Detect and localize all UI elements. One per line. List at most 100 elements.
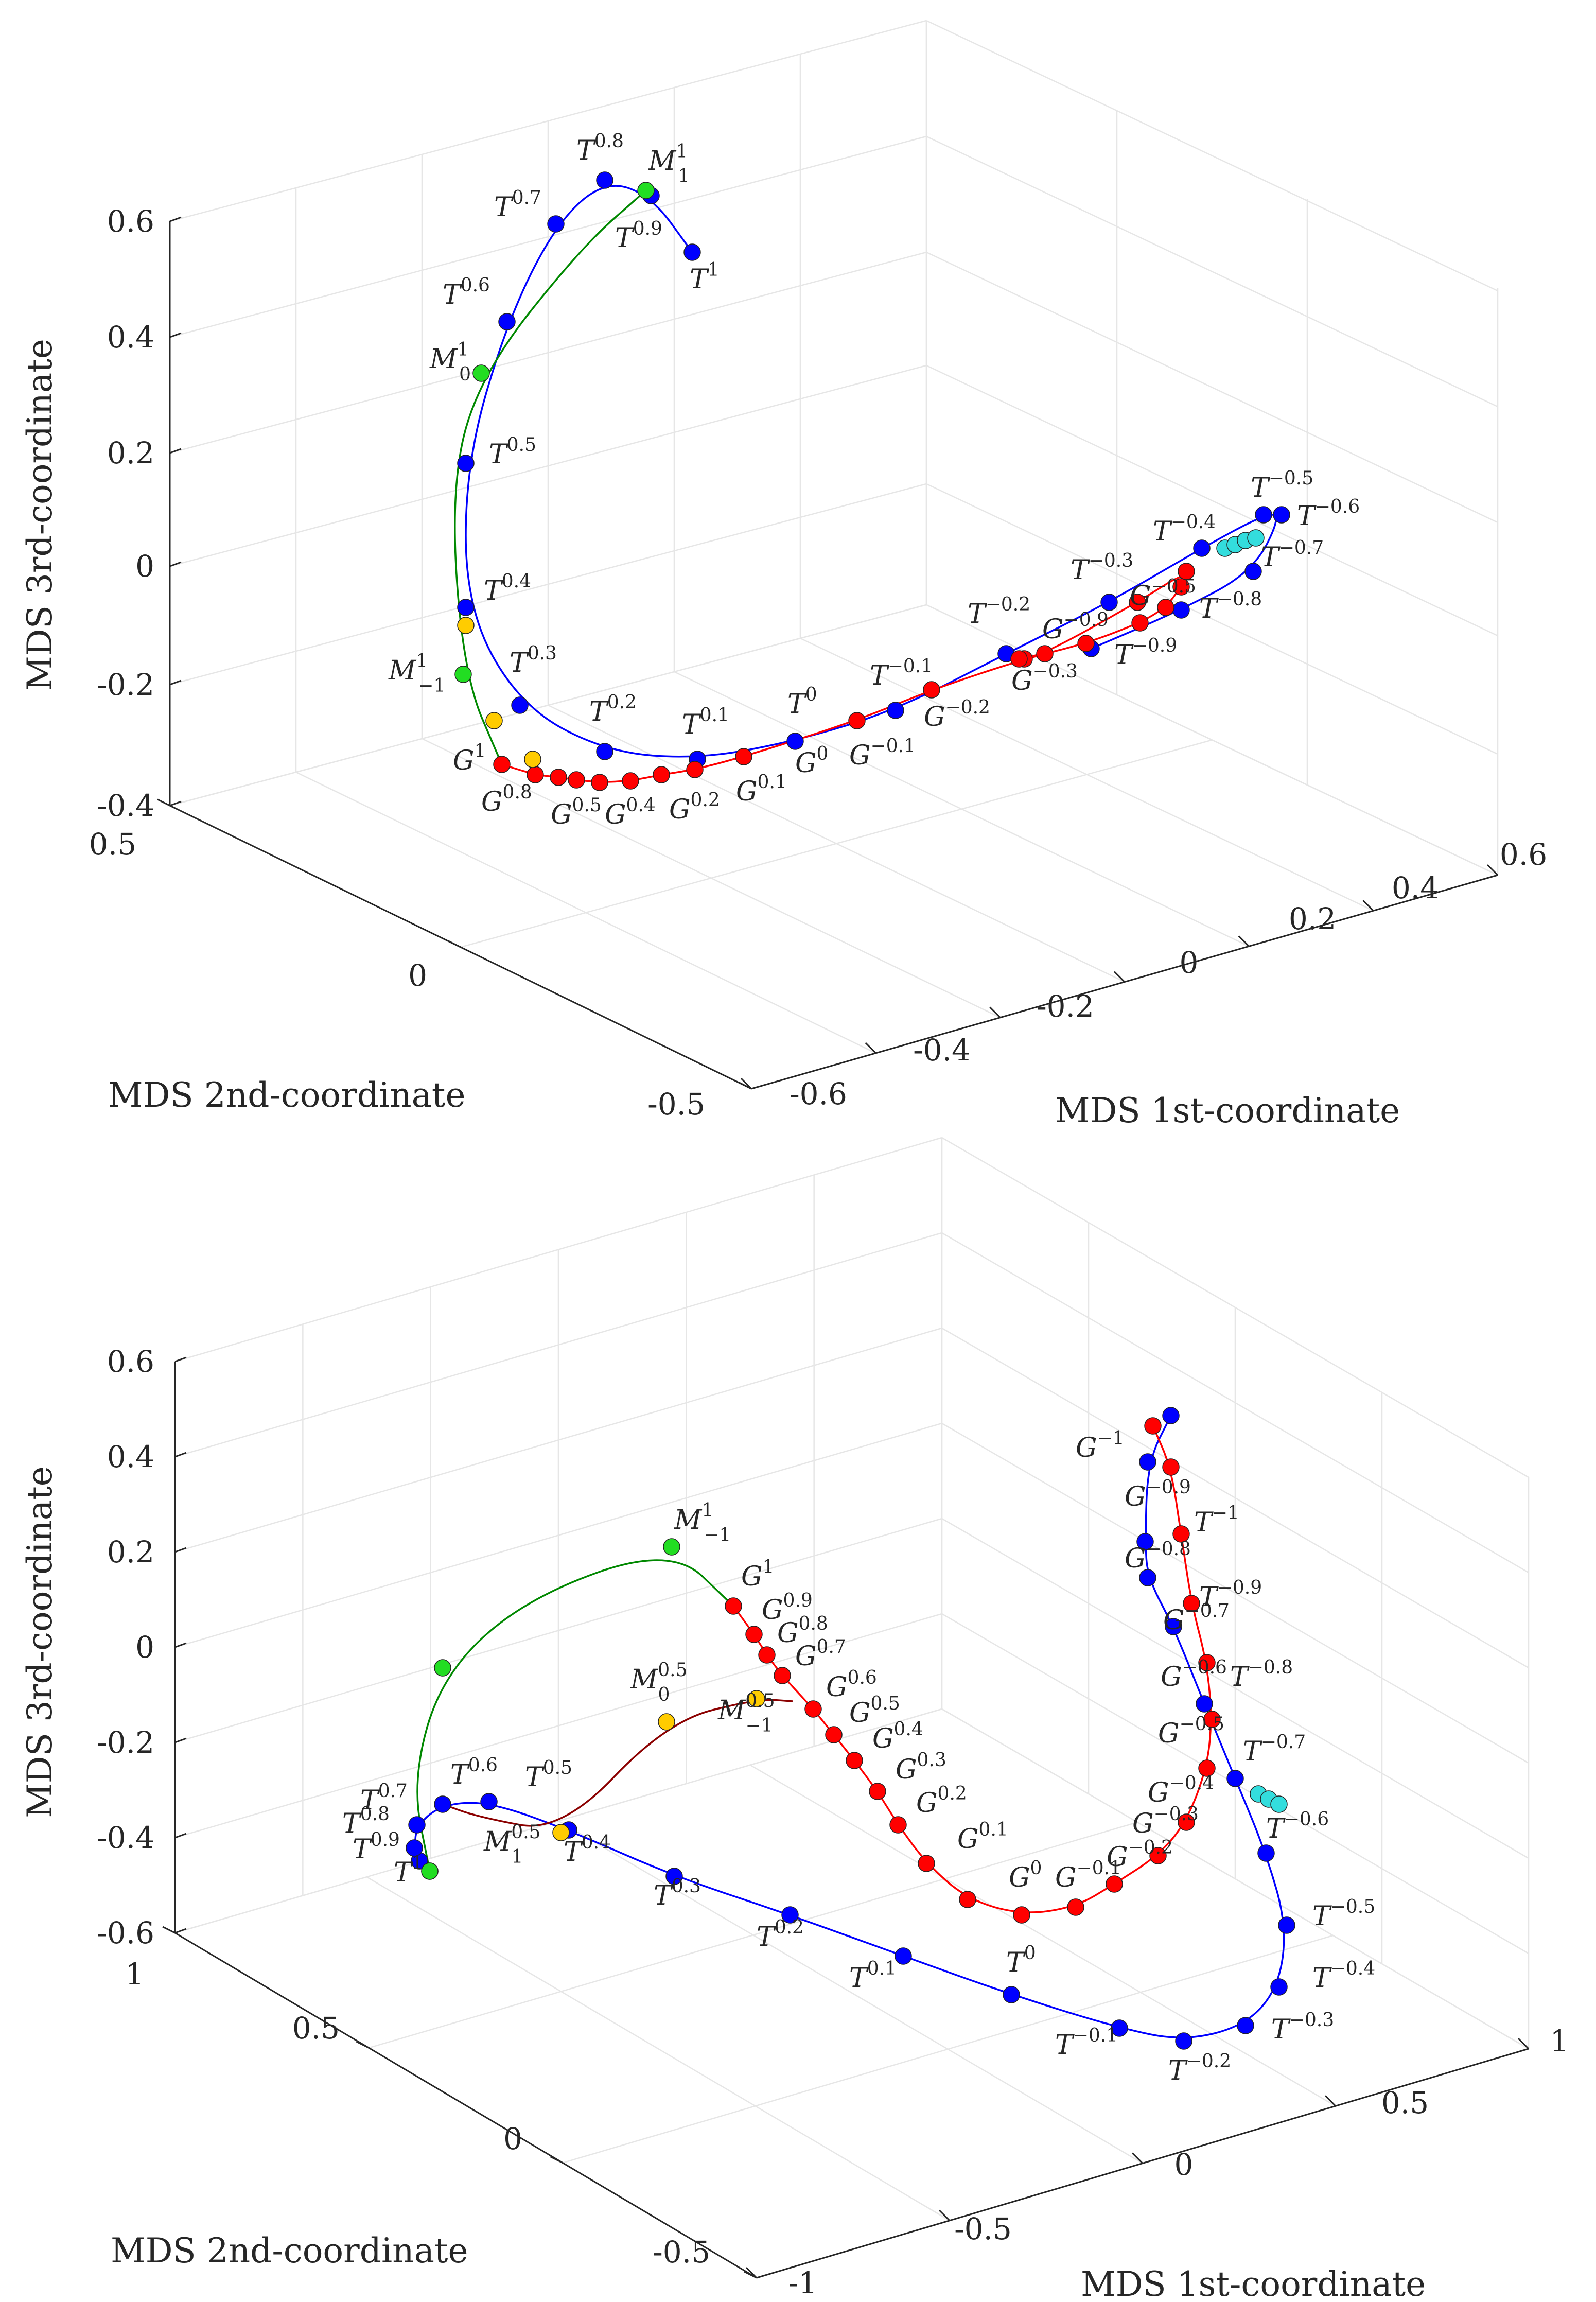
grid-line (926, 135, 1498, 408)
T-label: T−0.1 (1055, 2025, 1118, 2061)
T-label: T0.8 (342, 1804, 390, 1839)
M-label: M1 0 (429, 339, 471, 385)
z-tick-label: 0 (135, 1630, 154, 1665)
x-tick-label: -0.4 (913, 1033, 971, 1068)
y-tick (550, 2156, 564, 2164)
z-tick (174, 1833, 187, 1839)
M-point (472, 364, 490, 382)
G-point (1036, 645, 1054, 662)
G-point (1144, 1417, 1162, 1435)
z-tick-label: -0.4 (97, 788, 154, 823)
T-point (1111, 2019, 1128, 2037)
G-label: G0.5 (849, 1693, 900, 1729)
x-tick (865, 1042, 876, 1054)
G-label: G0.1 (957, 1819, 1008, 1855)
G-label: G0.2 (916, 1783, 967, 1819)
T-label: T0.6 (443, 275, 490, 310)
y-axis (174, 1932, 757, 2279)
x-tick (989, 1006, 1001, 1018)
T-label: T−0.4 (1153, 512, 1216, 547)
T-point (1175, 2032, 1192, 2050)
G-point (725, 1597, 742, 1615)
T-point (1273, 506, 1290, 524)
T-point (457, 455, 475, 472)
G-point (1131, 614, 1149, 632)
T-label: T0.2 (589, 692, 637, 727)
z-tick-label: -0.2 (97, 1725, 154, 1760)
G-point (889, 1816, 907, 1834)
T-label: T−0.2 (968, 594, 1030, 630)
y-tick-label: 0.5 (89, 827, 136, 862)
x-tick (740, 1077, 752, 1090)
x-tick (1517, 2037, 1530, 2050)
T-label: T−0.9 (1114, 635, 1177, 671)
T-label: T0 (1006, 1943, 1036, 1978)
M-point (454, 666, 472, 683)
G-label: G0.6 (826, 1667, 877, 1703)
T-point (683, 243, 701, 261)
T-point (596, 171, 613, 189)
T-label: T0.6 (450, 1755, 498, 1790)
G-label: G0.8 (777, 1613, 828, 1649)
T-point (1165, 1618, 1182, 1635)
M-point (663, 1538, 680, 1556)
T-label: T0.3 (654, 1876, 701, 1911)
G-label: G0.4 (872, 1719, 923, 1754)
M-point (637, 182, 655, 199)
z-axis-label: MDS 3rd-coordinate (20, 339, 60, 691)
G-point (591, 774, 608, 791)
T-point (1193, 539, 1211, 557)
G-point (1129, 594, 1146, 611)
x-tick-label: -0.5 (954, 2211, 1012, 2246)
z-tick-label: 0 (135, 549, 154, 584)
T-point (1139, 1569, 1156, 1586)
z-tick (169, 332, 182, 338)
z-tick (169, 448, 182, 454)
T-point (1003, 1986, 1020, 2003)
G-label: G−0.5 (1158, 1714, 1224, 1749)
T-point (498, 313, 516, 330)
G-point (1157, 599, 1174, 616)
T-label: T−0.2 (1168, 2051, 1231, 2086)
grid-line (169, 604, 927, 807)
G-point (550, 769, 567, 786)
G-label: G0.5 (551, 795, 602, 830)
G-label: G−0.7 (1163, 1600, 1230, 1636)
T-point (1172, 601, 1190, 619)
x-tick-label: -0.2 (1037, 989, 1094, 1024)
x-tick-label: 0.2 (1289, 901, 1336, 936)
series-G-line (732, 1425, 1212, 1913)
x-tick (745, 2266, 758, 2279)
G-point (1010, 650, 1028, 668)
G-label: G0.2 (669, 790, 720, 825)
G-point (1183, 1595, 1200, 1612)
G-point (1077, 635, 1095, 652)
G-label: G1 (741, 1557, 774, 1592)
G-point (918, 1855, 935, 1872)
T-label: T0.7 (360, 1781, 408, 1816)
G-label: G−0.4 (1148, 1773, 1214, 1808)
T-point (1226, 1770, 1244, 1787)
grid-line (926, 20, 1498, 292)
grid-line (558, 1820, 1143, 2164)
G-point (493, 756, 511, 773)
z-tick (169, 561, 182, 567)
T-label: T−0.6 (1297, 496, 1360, 532)
G-label: G−0.1 (1055, 1858, 1121, 1893)
G-label: G1 (453, 741, 486, 776)
T-label: T−0.3 (1071, 550, 1133, 586)
z-tick (169, 216, 182, 222)
G-point (959, 1891, 976, 1908)
y-tick (162, 1926, 176, 1934)
G-point (1106, 1875, 1123, 1893)
G-label: G−0.3 (1011, 661, 1078, 696)
grid-line (562, 1934, 1334, 2164)
G-label: G0.7 (795, 1636, 846, 1672)
x-tick (1324, 2095, 1337, 2107)
x-tick-label: 1 (1550, 2024, 1569, 2059)
T-point (434, 1795, 451, 1813)
G-label: G0.1 (736, 772, 787, 807)
G-point (758, 1646, 776, 1664)
G-point (1178, 563, 1195, 580)
x-tick-label: 0 (1180, 945, 1199, 980)
